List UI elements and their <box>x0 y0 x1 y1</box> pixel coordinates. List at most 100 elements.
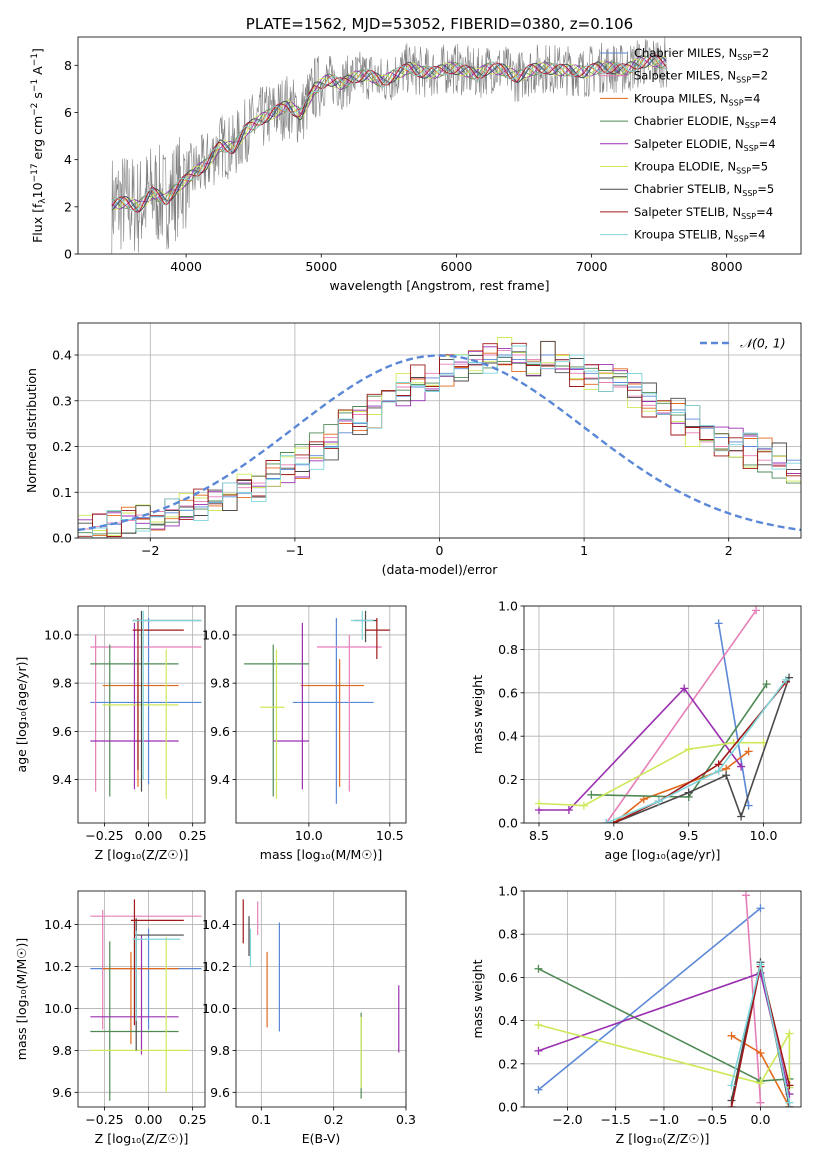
weight-marker <box>756 1079 765 1088</box>
model-fit-line <box>111 55 667 209</box>
legend-model: Salpeter ELODIE, N <box>634 137 744 151</box>
weight-line <box>605 609 757 823</box>
plot-area <box>90 899 202 1101</box>
y-tick-label: 0.3 <box>52 393 72 408</box>
y-tick-label: 10.0 <box>202 627 230 642</box>
weight-marker <box>727 1081 736 1090</box>
weight-marker <box>756 1049 765 1057</box>
y-tick-label: 9.8 <box>52 1043 72 1058</box>
y-tick-label: 0.8 <box>498 642 518 657</box>
y-tick-label: 9.4 <box>210 772 230 787</box>
weight-marker <box>727 1031 736 1040</box>
y-tick-label: 4 <box>64 152 72 167</box>
x-tick-label: 8000 <box>711 259 743 274</box>
weight-marker <box>534 799 543 808</box>
y-tick-label: 0.4 <box>498 729 518 744</box>
axes-frame <box>523 890 802 1108</box>
x-tick-label: 0.25 <box>179 1112 207 1127</box>
legend-sub: SSP <box>729 98 744 107</box>
weight-line <box>539 687 742 811</box>
y-label-part: λ <box>38 198 48 204</box>
y-tick-label: 10.4 <box>202 917 230 932</box>
y-label-part: s <box>30 92 45 103</box>
y-tick-label: 2 <box>64 199 72 214</box>
weight-marker <box>782 675 791 684</box>
weight-marker <box>727 1103 736 1107</box>
plot-area <box>90 610 202 799</box>
x-tick-label: −0.25 <box>85 1112 123 1127</box>
x-tick-label: −1.0 <box>649 1112 679 1127</box>
weight-marker <box>756 960 765 969</box>
legend-label: Salpeter STELIB, NSSP=4 <box>634 205 773 221</box>
y-label-part: Flux [f <box>30 203 45 243</box>
spectrum-data-line <box>111 37 668 254</box>
legend-label: Chabrier STELIB, NSSP=5 <box>634 182 774 198</box>
legend-n: =2 <box>751 69 768 83</box>
legend-model: Kroupa MILES, N <box>634 91 729 105</box>
y-tick-label: 1.0 <box>498 884 518 899</box>
legend-n: =4 <box>759 137 776 151</box>
legend-sub: SSP <box>737 53 752 62</box>
legend-n: =4 <box>749 228 766 242</box>
y-tick-label: 9.6 <box>210 1085 230 1100</box>
y-tick-label: 0 <box>64 247 72 262</box>
y-label-part: −1 <box>30 53 40 66</box>
weight-line <box>717 623 750 806</box>
weight-line <box>538 1024 791 1088</box>
panel-mass-vs-Z: −0.25 0.00 0.25 9.6 9.8 10.0 10.2 10.4 Z [log₁₀(… <box>14 890 207 1146</box>
y-tick-label: 0.0 <box>498 1100 518 1115</box>
y-tick-label: 0.6 <box>498 970 518 985</box>
weight-marker <box>744 801 753 810</box>
legend-label: Salpeter ELODIE, NSSP=4 <box>634 137 776 153</box>
y-label-part: −2 <box>30 103 40 116</box>
x-tick-label: −2 <box>141 543 159 558</box>
weight-marker <box>741 891 750 900</box>
weight-marker <box>680 684 689 693</box>
x-tick-label: −1.5 <box>601 1112 631 1127</box>
x-axis-label: wavelength [Angstrom, rest frame] <box>329 278 549 293</box>
x-axis-label: E(B-V) <box>302 1131 341 1146</box>
weight-marker <box>534 1020 543 1029</box>
y-tick-label: 0.1 <box>52 485 72 500</box>
x-tick-label: 1 <box>580 543 588 558</box>
plot-area <box>534 606 794 823</box>
legend-sub: SSP <box>734 235 749 244</box>
legend-n: =4 <box>744 91 761 105</box>
legend-n: =5 <box>751 160 768 174</box>
plot-area <box>534 891 794 1107</box>
legend-n: =4 <box>756 205 773 219</box>
y-label-part: ] <box>30 48 45 53</box>
histogram-step <box>78 342 801 537</box>
weight-marker <box>534 1046 543 1055</box>
legend-model: Salpeter STELIB, N <box>634 205 741 219</box>
x-tick-label: 8.5 <box>529 828 549 843</box>
axes-frame <box>235 890 407 1108</box>
y-tick-label: 10.0 <box>44 1001 72 1016</box>
y-label-part: erg cm <box>30 116 45 164</box>
x-tick-label: 0.0 <box>751 1112 771 1127</box>
normal-curve <box>78 354 801 532</box>
weight-marker <box>602 819 611 823</box>
y-tick-label: 9.6 <box>52 1085 72 1100</box>
legend-label: Kroupa STELIB, NSSP=4 <box>634 228 765 244</box>
plot-area <box>78 337 801 538</box>
panel-weight-vs-age: 8.5 9.0 9.5 10.0 0.0 0.2 0.4 0.6 0.8 1.0 age [log₁… <box>470 599 802 862</box>
y-tick-label: 0.4 <box>498 1013 518 1028</box>
weight-marker <box>785 1098 794 1107</box>
y-tick-label: 0.2 <box>498 1056 518 1071</box>
legend-label: 𝒩(0, 1) <box>740 336 786 351</box>
y-axis-label: Normed distribution <box>24 368 39 493</box>
x-tick-label: 6000 <box>440 259 472 274</box>
weight-marker <box>762 680 771 689</box>
x-tick-label: 5000 <box>305 259 337 274</box>
x-tick-label: 0.1 <box>251 1112 271 1127</box>
legend-n: =2 <box>752 46 769 60</box>
y-tick-label: 9.4 <box>52 772 72 787</box>
y-tick-label: 0.6 <box>498 685 518 700</box>
x-axis-label: Z [log₁₀(Z/Z☉)] <box>95 847 189 862</box>
legend-n: =5 <box>757 182 774 196</box>
weight-line <box>613 681 787 823</box>
x-tick-label: 7000 <box>576 259 608 274</box>
legend-model: Chabrier ELODIE, N <box>634 114 745 128</box>
model-fit-line <box>111 55 667 212</box>
